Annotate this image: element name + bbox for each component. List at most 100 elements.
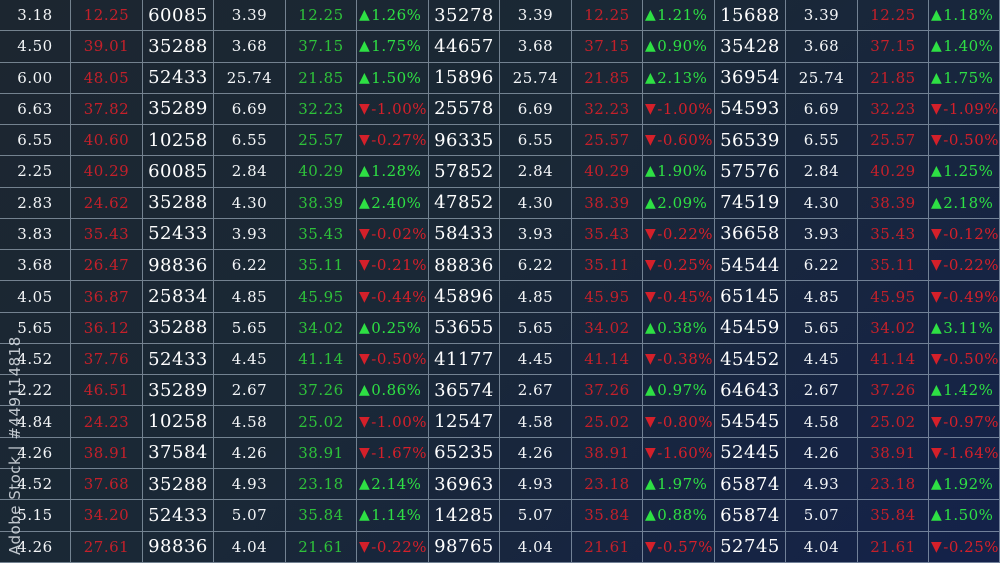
price-cell: 38.39 [858, 187, 929, 219]
volume-cell: 25834 [143, 281, 214, 313]
price-cell: 4.26 [0, 437, 71, 469]
volume-cell: 36574 [429, 375, 500, 407]
change-value: 0.25% [371, 318, 422, 337]
price-cell: 2.25 [0, 156, 71, 188]
price-cell: 4.26 [0, 531, 71, 563]
price-cell: 40.60 [71, 125, 143, 157]
price-cell: 37.15 [572, 31, 643, 63]
down-arrow-icon: ▼ [359, 225, 371, 242]
price-cell: 4.04 [214, 531, 286, 563]
change-value: 1.42% [943, 381, 994, 400]
volume-cell: 41177 [429, 343, 500, 376]
price-cell: 2.84 [786, 156, 858, 188]
price-cell: 6.55 [500, 125, 572, 157]
price-cell: 37.15 [286, 31, 357, 63]
change-cell: ▼ -0.22% [357, 531, 429, 563]
up-arrow-icon: ▲ [645, 382, 657, 399]
up-arrow-icon: ▲ [931, 382, 943, 399]
volume-cell: 64643 [715, 375, 786, 407]
price-cell: 4.84 [0, 406, 71, 438]
volume-cell: 45452 [715, 343, 786, 376]
change-value: -0.57% [657, 537, 714, 556]
change-cell: ▼ -0.02% [357, 218, 429, 251]
price-cell: 41.14 [858, 343, 929, 376]
price-cell: 24.23 [71, 406, 143, 438]
volume-cell: 52433 [143, 218, 214, 251]
price-cell: 26.47 [71, 250, 143, 282]
price-cell: 6.22 [786, 250, 858, 282]
price-cell: 4.30 [214, 187, 286, 219]
change-cell: ▲ 1.97% [643, 468, 715, 501]
change-value: 0.90% [657, 37, 708, 56]
change-cell: ▼ -0.50% [929, 125, 1000, 157]
price-cell: 45.95 [572, 281, 643, 313]
price-cell: 3.93 [214, 218, 286, 251]
change-value: -0.21% [371, 256, 428, 275]
price-cell: 6.22 [214, 250, 286, 282]
price-cell: 40.29 [286, 156, 357, 188]
down-arrow-icon: ▼ [359, 257, 371, 274]
change-value: 0.97% [657, 381, 708, 400]
price-cell: 21.61 [286, 531, 357, 563]
change-value: -0.44% [371, 287, 428, 306]
price-cell: 38.39 [286, 187, 357, 219]
price-cell: 5.07 [786, 500, 858, 532]
price-cell: 38.91 [572, 437, 643, 469]
price-cell: 39.01 [71, 31, 143, 63]
volume-cell: 98836 [143, 531, 214, 563]
change-cell: ▼ -1.00% [643, 93, 715, 126]
price-cell: 32.23 [572, 93, 643, 126]
change-value: -0.12% [943, 224, 1000, 243]
up-arrow-icon: ▲ [931, 163, 943, 180]
price-cell: 25.57 [286, 125, 357, 157]
down-arrow-icon: ▼ [931, 225, 943, 242]
price-cell: 38.91 [71, 437, 143, 469]
price-cell: 4.93 [786, 468, 858, 501]
change-value: -0.02% [371, 224, 428, 243]
change-value: 2.18% [943, 193, 994, 212]
volume-cell: 60085 [143, 0, 214, 32]
price-cell: 48.05 [71, 62, 143, 94]
up-arrow-icon: ▲ [645, 69, 657, 86]
price-cell: 6.22 [500, 250, 572, 282]
down-arrow-icon: ▼ [359, 288, 371, 305]
price-cell: 25.74 [500, 62, 572, 94]
change-value: 2.14% [371, 475, 422, 494]
change-value: -0.22% [943, 256, 1000, 275]
up-arrow-icon: ▲ [359, 476, 371, 493]
change-cell: ▼ -0.22% [929, 250, 1000, 282]
price-cell: 2.22 [0, 375, 71, 407]
volume-cell: 15896 [429, 62, 500, 94]
down-arrow-icon: ▼ [359, 132, 371, 149]
price-cell: 21.85 [572, 62, 643, 94]
change-value: 1.75% [371, 37, 422, 56]
change-cell: ▲ 1.14% [357, 500, 429, 532]
price-cell: 34.20 [71, 500, 143, 532]
price-cell: 35.11 [572, 250, 643, 282]
price-cell: 4.58 [786, 406, 858, 438]
change-value: 1.25% [943, 162, 994, 181]
up-arrow-icon: ▲ [645, 319, 657, 336]
price-cell: 3.68 [500, 31, 572, 63]
down-arrow-icon: ▼ [645, 351, 657, 368]
change-value: 1.97% [657, 475, 708, 494]
price-cell: 21.85 [858, 62, 929, 94]
change-cell: ▼ -0.80% [643, 406, 715, 438]
price-cell: 2.67 [786, 375, 858, 407]
change-value: 1.50% [371, 68, 422, 87]
price-cell: 38.91 [286, 437, 357, 469]
change-cell: ▼ -1.60% [643, 437, 715, 469]
change-cell: ▼ -0.27% [357, 125, 429, 157]
change-value: -0.22% [371, 537, 428, 556]
price-cell: 45.95 [286, 281, 357, 313]
volume-cell: 65874 [715, 500, 786, 532]
price-cell: 23.18 [286, 468, 357, 501]
down-arrow-icon: ▼ [359, 100, 371, 117]
change-cell: ▲ 1.26% [357, 0, 429, 32]
price-cell: 36.12 [71, 312, 143, 344]
up-arrow-icon: ▲ [931, 194, 943, 211]
price-cell: 4.58 [214, 406, 286, 438]
down-arrow-icon: ▼ [931, 444, 943, 461]
price-cell: 4.45 [786, 343, 858, 376]
volume-cell: 36658 [715, 218, 786, 251]
